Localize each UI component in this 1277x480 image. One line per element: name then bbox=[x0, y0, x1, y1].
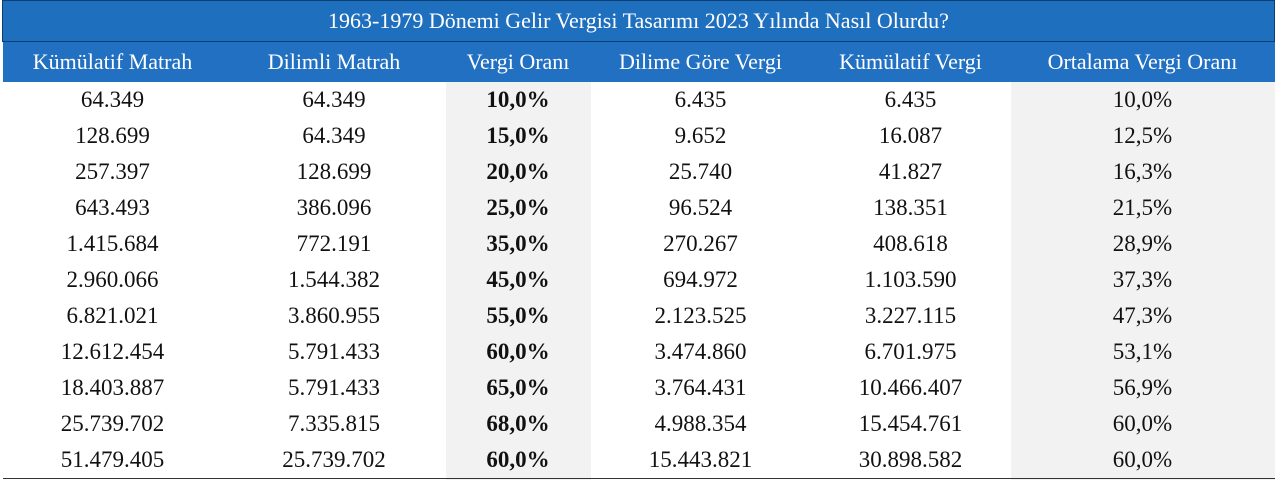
table-cell: 45,0% bbox=[445, 262, 591, 298]
column-header: Dilime Göre Vergi bbox=[590, 41, 811, 82]
table-row: 2.960.066 1.544.382 45,0% 694.972 1.103.590 3… bbox=[3, 262, 1275, 298]
table-cell: 386.096 bbox=[296, 195, 372, 220]
table-cell: 3.227.115 bbox=[864, 303, 957, 328]
table-cell: 47,3% bbox=[1010, 298, 1275, 334]
table-cell: 7.335.815 bbox=[288, 411, 380, 436]
table-cell: 6.435 bbox=[884, 87, 937, 112]
table-row: 51.479.405 25.739.702 60,0% 15.443.821 30.89… bbox=[2, 442, 1275, 480]
table-cell: 55,0% bbox=[445, 298, 591, 334]
table-cell: 25,0% bbox=[445, 190, 591, 226]
table-cell: 1.415.684 bbox=[66, 231, 159, 256]
table-cell: 3.764.431 bbox=[654, 375, 747, 400]
table-cell: 51.479.405 bbox=[2, 442, 223, 480]
table-cell: 4.988.354 bbox=[654, 411, 747, 436]
table-cell: 16.087 bbox=[878, 123, 943, 148]
table-cell: 64.349 bbox=[80, 87, 145, 112]
column-header: Kümülatif Matrah bbox=[2, 41, 223, 82]
table-cell: 30.898.582 bbox=[810, 442, 1011, 480]
table-cell: 35,0% bbox=[445, 226, 591, 262]
table-cell: 25.740 bbox=[668, 159, 733, 184]
table-cell: 68,0% bbox=[445, 406, 591, 442]
table-cell: 772.191 bbox=[296, 231, 372, 256]
table-cell: 64.349 bbox=[302, 87, 366, 112]
table-row: 12.612.454 5.791.433 60,0% 3.474.860 6.701.9… bbox=[3, 334, 1275, 370]
table-cell: 128.699 bbox=[296, 159, 372, 184]
table-cell: 257.397 bbox=[75, 159, 150, 184]
table-cell: 25.739.702 bbox=[222, 442, 446, 480]
table-row: 1.415.684 772.191 35,0% 270.267 408.618 28,9% bbox=[3, 226, 1275, 262]
table-cell: 60,0% bbox=[1010, 406, 1275, 442]
table-cell: 128.699 bbox=[75, 123, 150, 148]
table-cell: 643.493 bbox=[75, 195, 150, 220]
table-cell: 3.860.955 bbox=[288, 303, 380, 328]
table-cell: 3.474.860 bbox=[654, 339, 747, 364]
table-cell: 408.618 bbox=[873, 231, 948, 256]
header-row: Kümülatif Matrah Dilimli Matrah Vergi Oran… bbox=[2, 41, 1275, 82]
table-cell: 2.123.525 bbox=[654, 303, 747, 328]
table-cell: 37,3% bbox=[1010, 262, 1275, 298]
table-cell: 694.972 bbox=[663, 267, 738, 292]
table-cell: 138.351 bbox=[873, 195, 948, 220]
table-cell: 270.267 bbox=[663, 231, 738, 256]
table-cell: 60,0% bbox=[445, 334, 591, 370]
table-cell: 5.791.433 bbox=[288, 375, 380, 400]
table-cell: 15.454.761 bbox=[858, 411, 963, 436]
table-cell: 60,0% bbox=[1010, 442, 1275, 480]
column-header: Ortalama Vergi Oranı bbox=[1010, 41, 1275, 82]
table-cell: 15.443.821 bbox=[590, 442, 811, 480]
table-cell: 2.960.066 bbox=[66, 267, 159, 292]
table-cell: 41.827 bbox=[878, 159, 943, 184]
table-cell: 96.524 bbox=[668, 195, 733, 220]
column-header: Dilimli Matrah bbox=[222, 41, 446, 82]
table-row: 64.349 64.349 10,0% 6.435 6.435 10,0% bbox=[3, 82, 1275, 118]
table-cell: 60,0% bbox=[445, 442, 591, 480]
table-cell: 6.435 bbox=[674, 87, 727, 112]
table-title: 1963-1979 Dönemi Gelir Vergisi Tasarımı … bbox=[2, 0, 1275, 42]
table-cell: 21,5% bbox=[1010, 190, 1275, 226]
table-row: 18.403.887 5.791.433 65,0% 3.764.431 10.466.… bbox=[3, 370, 1275, 406]
table-cell: 16,3% bbox=[1010, 154, 1275, 190]
table-cell: 5.791.433 bbox=[288, 339, 380, 364]
table-cell: 18.403.887 bbox=[60, 375, 165, 400]
table-cell: 1.103.590 bbox=[864, 267, 957, 292]
column-header: Vergi Oranı bbox=[445, 41, 591, 82]
table-cell: 10.466.407 bbox=[858, 375, 963, 400]
table-cell: 9.652 bbox=[674, 123, 727, 148]
table-cell: 6.821.021 bbox=[66, 303, 159, 328]
table-cell: 10,0% bbox=[445, 82, 591, 118]
table-cell: 1.544.382 bbox=[288, 267, 380, 292]
table-cell: 64.349 bbox=[302, 123, 366, 148]
table-cell: 53,1% bbox=[1010, 334, 1275, 370]
table-cell: 28,9% bbox=[1010, 226, 1275, 262]
table-row: 6.821.021 3.860.955 55,0% 2.123.525 3.227.11… bbox=[3, 298, 1275, 334]
table-cell: 20,0% bbox=[445, 154, 591, 190]
table-cell: 65,0% bbox=[445, 370, 591, 406]
table-row: 257.397 128.699 20,0% 25.740 41.827 16,3% bbox=[3, 154, 1275, 190]
table-cell: 56,9% bbox=[1010, 370, 1275, 406]
table-row: 25.739.702 7.335.815 68,0% 4.988.354 15.454.… bbox=[3, 406, 1275, 442]
table-cell: 25.739.702 bbox=[60, 411, 165, 436]
table-cell: 6.701.975 bbox=[864, 339, 957, 364]
table-row: 643.493 386.096 25,0% 96.524 138.351 21,5% bbox=[3, 190, 1275, 226]
table-cell: 12.612.454 bbox=[60, 339, 165, 364]
table-row: 128.699 64.349 15,0% 9.652 16.087 12,5% bbox=[3, 118, 1275, 154]
table-cell: 12,5% bbox=[1010, 118, 1275, 154]
table-cell: 15,0% bbox=[445, 118, 591, 154]
column-header: Kümülatif Vergi bbox=[810, 41, 1011, 82]
table-cell: 10,0% bbox=[1010, 82, 1275, 118]
